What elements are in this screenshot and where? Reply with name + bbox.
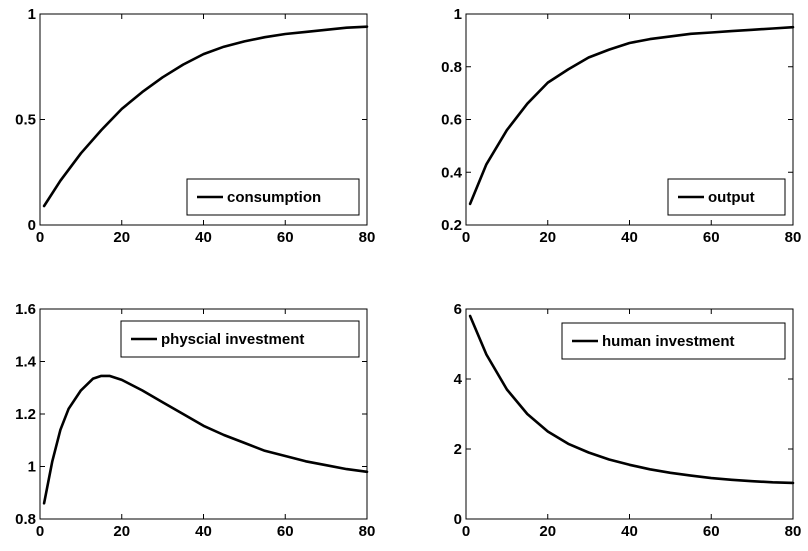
chart-panel-2: 0 20 40 60 80 0.2 0.4 0.6 0.8 1 output [441, 6, 801, 246]
chart-panel-3: 0 20 40 60 80 0.8 1 1.2 1.4 1.6 physcial investmen… [15, 301, 375, 540]
y-tick-label: 1.6 [15, 301, 36, 318]
x-tick-label: 0 [36, 229, 44, 246]
series-line-human-investment [468, 314, 795, 485]
y-tick-label: 0.4 [441, 164, 463, 181]
legend-box [120, 320, 360, 358]
y-tick-label: 0.8 [441, 59, 462, 76]
y-tick-label: 0.5 [15, 112, 36, 129]
x-tick-label: 60 [703, 229, 720, 246]
x-tick-label: 0 [462, 523, 470, 540]
x-tick-label: 40 [195, 523, 212, 540]
y-tick-label: 6 [454, 301, 462, 318]
legend-box [561, 322, 786, 360]
y-tick-label: 2 [454, 441, 462, 458]
x-tick-label: 20 [113, 229, 130, 246]
legend: output [667, 178, 786, 216]
x-tick-label: 0 [36, 523, 44, 540]
series-line-output [468, 25, 795, 206]
x-tick-label: 80 [785, 523, 802, 540]
legend-label: human investment [602, 333, 735, 350]
x-tick-label: 80 [359, 523, 376, 540]
legend-label: physcial investment [161, 331, 304, 348]
y-tick-label: 0.2 [441, 217, 462, 234]
y-tick-label: 0 [454, 511, 462, 528]
y-tick-label: 1 [28, 6, 36, 23]
y-tick-label: 4 [454, 371, 463, 388]
x-tick-label: 40 [621, 229, 638, 246]
y-tick-label: 1.4 [15, 354, 37, 371]
x-tick-label: 20 [539, 523, 556, 540]
x-tick-label: 60 [277, 229, 294, 246]
legend-label: consumption [227, 189, 321, 206]
legend: consumption [186, 178, 360, 216]
legend: human investment [561, 322, 786, 360]
x-tick-label: 60 [277, 523, 294, 540]
x-tick-label: 0 [462, 229, 470, 246]
x-tick-label: 20 [539, 229, 556, 246]
y-tick-label: 1 [28, 459, 36, 476]
y-tick-label: 1 [454, 6, 462, 23]
x-tick-label: 20 [113, 523, 130, 540]
chart-panel-4: 0 20 40 60 80 0 2 4 6 human investment [454, 301, 802, 540]
y-tick-label: 0.8 [15, 511, 36, 528]
x-tick-label: 80 [359, 229, 376, 246]
y-tick-label: 1.2 [15, 406, 36, 423]
series-line-consumption [42, 25, 369, 208]
legend: physcial investment [120, 320, 360, 358]
x-tick-label: 80 [785, 229, 802, 246]
x-tick-label: 40 [195, 229, 212, 246]
legend-label: output [708, 189, 755, 206]
series-line-physcial-investment [42, 374, 369, 505]
y-tick-label: 0 [28, 217, 36, 234]
chart-panel-1: 0 20 40 60 80 0 0.5 1 consumption [15, 6, 375, 246]
y-tick-label: 0.6 [441, 112, 462, 129]
x-tick-label: 40 [621, 523, 638, 540]
x-tick-label: 60 [703, 523, 720, 540]
